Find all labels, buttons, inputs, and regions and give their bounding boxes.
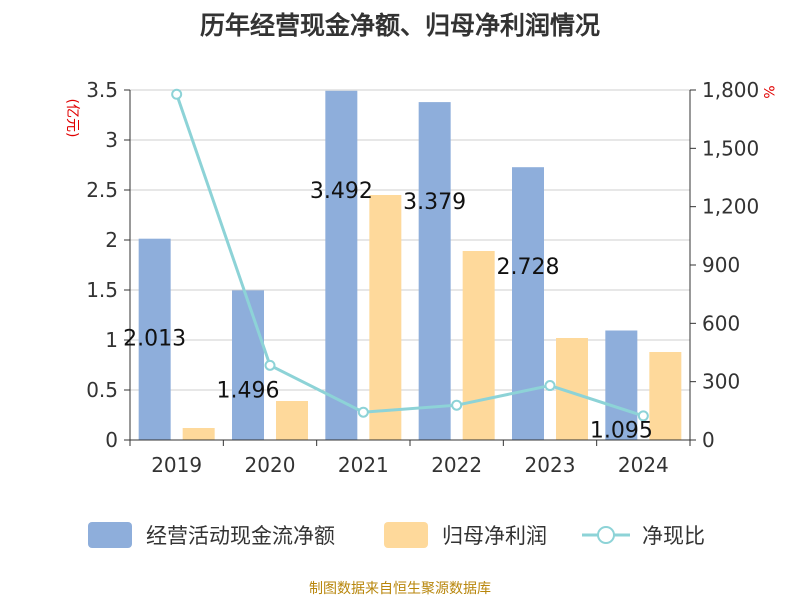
data-label-cash-flow: 2.013 [123, 327, 186, 352]
y-left-tick-label: 1.5 [86, 278, 118, 302]
legend-marker-net-cash-ratio [597, 526, 615, 544]
x-tick-label: 2021 [338, 453, 389, 477]
x-tick-label: 2022 [431, 453, 482, 477]
bar-cash-flow [138, 238, 171, 440]
x-tick-label: 2020 [245, 453, 296, 477]
legend-label-net-profit: 归母净利润 [442, 524, 547, 548]
bar-cash-flow [512, 167, 544, 440]
y-left-tick-label: 0.5 [86, 378, 118, 402]
data-label-cash-flow: 2.728 [497, 255, 560, 280]
y-right-tick-label: 0 [702, 428, 715, 452]
bar-cash-flow [232, 290, 264, 440]
y-right-tick-label: 900 [702, 253, 740, 277]
y-left-tick-label: 2.5 [86, 178, 118, 202]
x-tick-label: 2024 [618, 453, 669, 477]
y-left-tick-label: 2 [105, 228, 118, 252]
data-label-cash-flow: 1.496 [217, 378, 280, 403]
line-point-net-cash-ratio [357, 406, 369, 418]
data-label-cash-flow: 3.379 [403, 190, 466, 215]
y-left-tick-label: 1 [105, 328, 118, 352]
line-point-net-cash-ratio [637, 410, 649, 422]
legend-label-cash-flow: 经营活动现金流净额 [146, 524, 335, 548]
bar-cash-flow [418, 102, 451, 440]
y-left-unit-label: (亿元) [64, 99, 80, 138]
line-point-net-cash-ratio [171, 88, 183, 100]
y-right-tick-label: 600 [702, 311, 740, 335]
line-point-net-cash-ratio [264, 359, 276, 371]
x-tick-label: 2023 [525, 453, 576, 477]
bar-net-profit [182, 428, 215, 440]
y-right-tick-label: 1,200 [702, 195, 759, 219]
x-tick-label: 2019 [151, 453, 202, 477]
line-point-net-cash-ratio [451, 399, 463, 411]
legend-swatch-cash-flow [88, 522, 132, 548]
chart-title: 历年经营现金净额、归母净利润情况 [199, 11, 600, 40]
bar-net-profit [649, 352, 682, 440]
source-note: 制图数据来自恒生聚源数据库 [309, 581, 491, 597]
bar-net-profit [276, 401, 308, 440]
y-left-tick-label: 3.5 [86, 78, 118, 102]
bar-net-profit [462, 251, 495, 440]
bar-cash-flow [605, 330, 638, 440]
y-left-tick-label: 0 [105, 428, 118, 452]
data-label-cash-flow: 1.095 [590, 419, 653, 444]
y-left-tick-label: 3 [105, 128, 118, 152]
line-point-net-cash-ratio [544, 380, 556, 392]
y-right-tick-label: 300 [702, 370, 740, 394]
y-right-tick-label: 1,800 [702, 78, 759, 102]
legend-label-net-cash-ratio: 净现比 [642, 524, 705, 548]
y-right-tick-label: 1,500 [702, 136, 759, 160]
line-net-cash-ratio [175, 93, 644, 418]
bar-net-profit [369, 195, 402, 440]
legend-swatch-net-profit [384, 522, 428, 548]
y-right-unit-label: % [760, 85, 776, 98]
bar-cash-flow [325, 90, 358, 441]
data-label-cash-flow: 3.492 [310, 179, 373, 204]
